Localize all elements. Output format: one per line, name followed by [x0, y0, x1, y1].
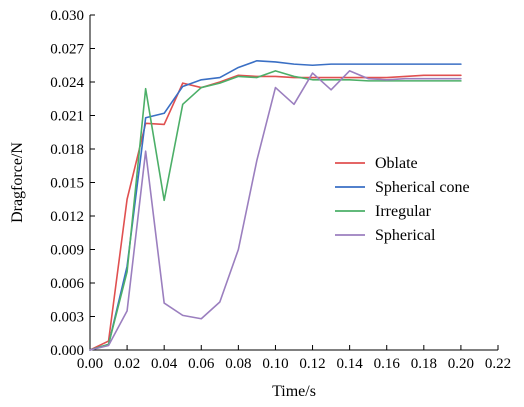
series-lines-group: [89, 59, 462, 351]
legend-entry-label: Irregular: [375, 203, 432, 220]
y-axis-title: Dragforce/N: [9, 142, 26, 223]
axes-group: 0.000 0.003 0.006 0.009 0.012 0.015 0.018 0.021…: [50, 8, 511, 372]
legend-entry-label: Oblate: [375, 155, 418, 172]
y-tick-label: 0.018: [50, 142, 84, 158]
x-tick-label: 0.18: [411, 356, 437, 372]
x-tick-label: 0.16: [374, 356, 401, 372]
x-tick-label: 0.20: [448, 356, 474, 372]
x-tick-label: 0.08: [225, 356, 251, 372]
y-tick-label: 0.006: [50, 276, 84, 292]
y-tick-label: 0.003: [50, 310, 84, 326]
x-tick-label: 0.02: [114, 356, 140, 372]
x-tick-label: 0.22: [485, 356, 511, 372]
x-tick-label: 0.14: [337, 356, 364, 372]
x-tick-label: 0.04: [151, 356, 178, 372]
series-line-spherical-cone: [89, 59, 462, 351]
y-tick-label: 0.027: [50, 42, 84, 58]
series-line-spherical: [89, 70, 462, 351]
y-tick-label: 0.021: [50, 109, 84, 125]
y-tick-label: 0.015: [50, 176, 84, 192]
x-tick-label: 0.10: [262, 356, 288, 372]
x-axis-title: Time/s: [272, 383, 316, 400]
x-tick-label: 0.12: [299, 356, 325, 372]
series-line-irregular: [89, 70, 462, 351]
legend-entry-label: Spherical cone: [375, 179, 470, 196]
x-tick-label: 0.00: [77, 356, 103, 372]
y-tick-label: 0.024: [50, 75, 84, 91]
y-tick-label: 0.000: [50, 343, 84, 359]
legend: Oblate Spherical cone Irregular Spherical: [335, 155, 470, 244]
y-tick-label: 0.030: [50, 8, 84, 24]
y-tick-label: 0.012: [50, 209, 84, 225]
legend-entry-label: Spherical: [375, 227, 436, 244]
x-tick-label: 0.06: [188, 356, 215, 372]
y-tick-label: 0.009: [50, 243, 84, 259]
